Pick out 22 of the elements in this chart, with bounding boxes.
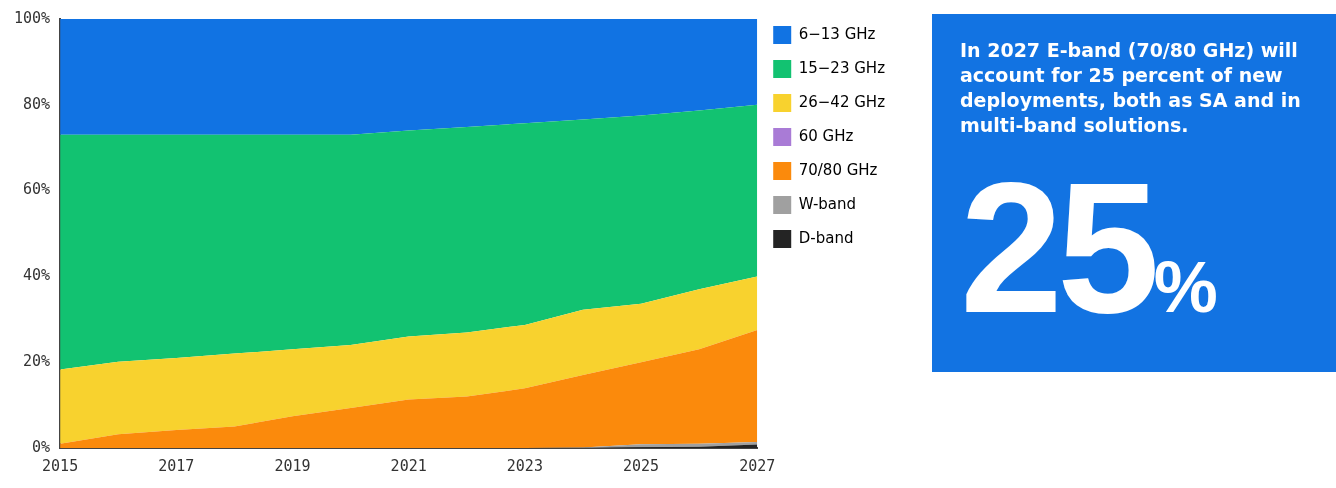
x-tick-label: 2025 [622, 456, 660, 475]
text: 25% [960, 145, 1218, 351]
x-tick-label: 2023 [506, 456, 543, 475]
x-tick-label: 2027 [739, 456, 776, 475]
y-tick-label: 80% [23, 94, 51, 113]
legend-label: D-band [798, 228, 854, 247]
x-tick-label: 2015 [42, 456, 79, 475]
y-tick-label: 40% [23, 266, 51, 285]
legend-label: W-band [798, 194, 857, 213]
y-tick-label: 20% [23, 352, 51, 371]
text: In 2027 E-band (70/80 GHz) will account for 25 percent of new deployments, both as SA and in multi-band solutions. [960, 38, 1302, 138]
legend-label: 6−13 GHz [798, 24, 876, 43]
x-tick-label: 2017 [158, 456, 195, 475]
legend-label: 15−23 GHz [798, 58, 886, 77]
x-tick-label: 2019 [274, 456, 311, 475]
y-tick-label: 0% [32, 437, 51, 456]
y-tick-label: 100% [14, 8, 51, 27]
legend-label: 70/80 GHz [798, 160, 878, 179]
legend-label: 60 GHz [798, 126, 854, 145]
x-tick-label: 2021 [390, 456, 427, 475]
legend-label: 26−42 GHz [798, 92, 886, 111]
y-tick-label: 60% [23, 180, 51, 199]
